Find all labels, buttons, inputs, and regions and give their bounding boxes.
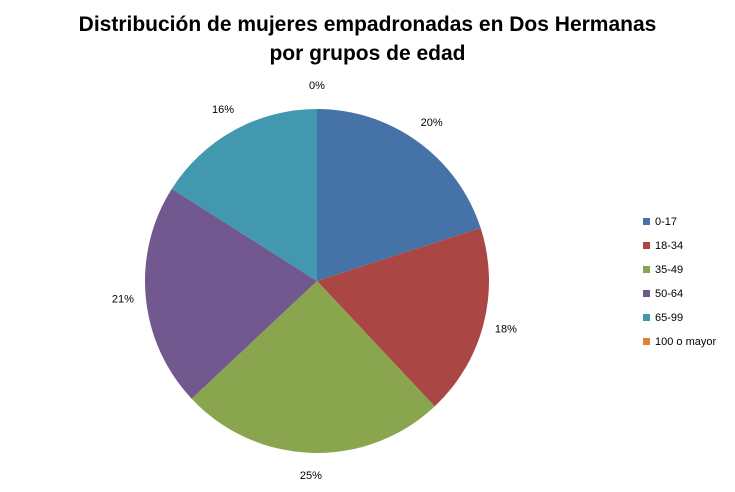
pie-slice	[145, 188, 317, 399]
data-label: 25%	[300, 470, 322, 482]
legend-label: 0-17	[655, 216, 677, 228]
data-label: 20%	[421, 117, 443, 129]
legend-marker	[643, 290, 650, 297]
pie-slice	[171, 108, 317, 281]
data-label: 16%	[212, 104, 234, 116]
legend-marker	[643, 218, 650, 225]
legend-marker	[643, 266, 650, 273]
legend-label: 50-64	[655, 288, 683, 300]
legend-marker	[643, 242, 650, 249]
chart-title: Distribución de mujeres empadronadas en …	[78, 13, 657, 65]
legend-label: 65-99	[655, 312, 683, 324]
pie-slice	[317, 109, 481, 281]
legend-label: 18-34	[655, 240, 683, 252]
data-label: 18%	[495, 323, 517, 335]
pie-slice	[317, 227, 489, 407]
data-label: 0%	[309, 80, 325, 92]
data-label: 21%	[112, 293, 134, 305]
pie-slice	[191, 281, 435, 453]
legend-marker	[643, 338, 650, 345]
legend-marker	[643, 314, 650, 321]
legend-label: 100 o mayor	[655, 336, 716, 348]
legend-label: 35-49	[655, 264, 683, 276]
